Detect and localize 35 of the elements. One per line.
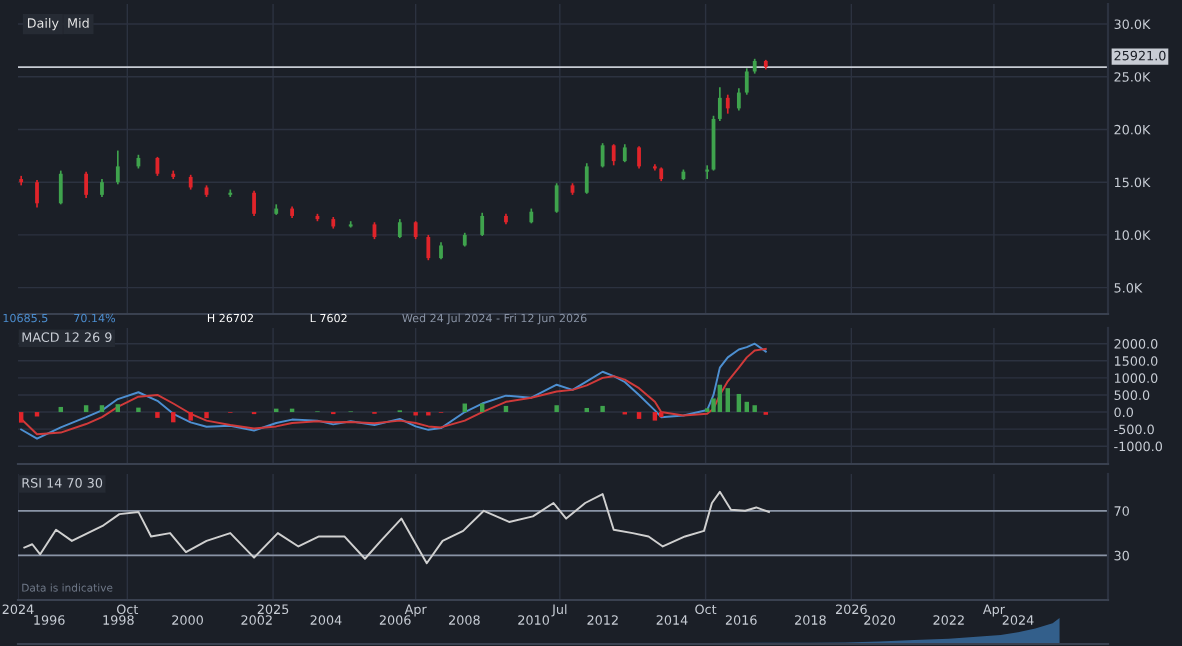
bar — [115, 404, 121, 413]
candlestick — [554, 182, 559, 214]
bar — [83, 405, 89, 413]
candlestick — [35, 179, 39, 209]
bar — [18, 412, 24, 423]
candlestick — [611, 143, 616, 167]
candlestick — [717, 86, 722, 122]
candlestick — [426, 234, 431, 262]
bar — [725, 388, 730, 413]
bar — [99, 405, 105, 413]
bar — [188, 412, 193, 421]
candlestick — [584, 162, 589, 195]
candlestick — [725, 93, 730, 115]
candlestick — [637, 145, 641, 170]
candlestick — [600, 142, 605, 169]
candlestick — [115, 149, 120, 186]
bar — [752, 405, 757, 413]
bar — [204, 412, 209, 419]
bar — [554, 405, 559, 413]
candlestick — [252, 189, 256, 217]
line-series — [23, 490, 770, 565]
candlestick — [705, 164, 710, 180]
candlestick — [84, 170, 89, 199]
candlestick — [58, 169, 63, 206]
bar — [736, 393, 742, 413]
candlestick — [397, 218, 402, 239]
candlestick — [744, 67, 749, 96]
candlestick — [736, 87, 741, 112]
candlestick — [480, 211, 485, 237]
candlestick — [348, 220, 353, 229]
bar — [155, 412, 160, 418]
bar — [652, 412, 658, 421]
bar — [636, 412, 642, 419]
bar — [600, 405, 605, 413]
bar — [136, 407, 141, 413]
